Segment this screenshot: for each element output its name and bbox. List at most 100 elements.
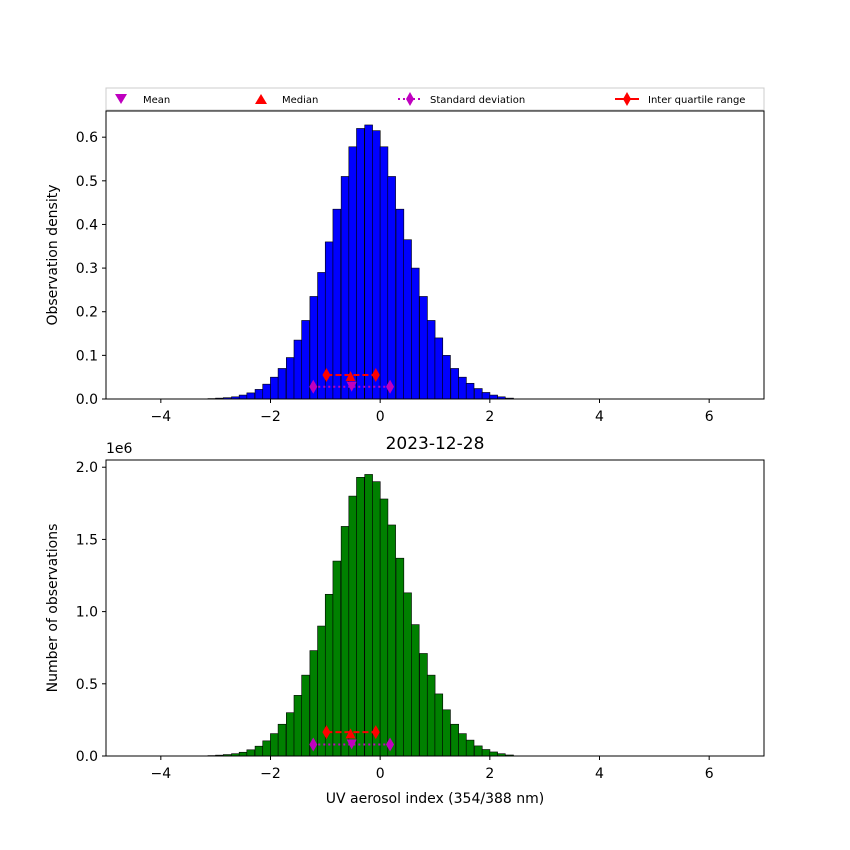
- density-bar: [348, 146, 357, 400]
- count-bar: [395, 557, 405, 757]
- density-bar: [293, 339, 303, 400]
- count-axes-frame: [105, 459, 765, 757]
- legend-mean-marker: [115, 94, 127, 104]
- count-bar: [474, 745, 483, 757]
- density-iqr-marker: [371, 368, 380, 382]
- count-iqr-marker: [322, 725, 331, 740]
- count-stat-markers: [309, 725, 395, 752]
- count-bar: [340, 526, 350, 757]
- legend-std-marker: [406, 92, 414, 106]
- density-bar: [262, 383, 271, 400]
- density-y-tick-label: 0.5: [76, 174, 98, 190]
- count-bar: [458, 733, 467, 757]
- density-bar: [301, 320, 310, 400]
- density-x-ticks: −4 −2 0 2 4 6: [151, 399, 714, 425]
- density-bar: [254, 389, 264, 400]
- count-bar: [254, 745, 264, 757]
- density-x-tick-label: 2: [485, 409, 494, 425]
- count-y-tick-label: 0.0: [76, 749, 98, 765]
- density-x-tick-label: 6: [705, 409, 714, 425]
- count-bar: [465, 739, 475, 757]
- count-bar: [270, 733, 279, 757]
- count-y-tick-label: 1.0: [76, 605, 98, 621]
- density-y-axis-label: Observation density: [45, 184, 61, 325]
- legend-iqr-marker: [623, 92, 631, 106]
- count-bar: [293, 695, 303, 757]
- legend-median-marker: [255, 94, 267, 104]
- density-bar: [372, 130, 381, 400]
- count-y-tick-label: 1.5: [76, 532, 98, 548]
- density-bar: [426, 320, 436, 400]
- density-bar: [474, 388, 483, 400]
- legend-frame: [105, 87, 765, 111]
- density-bar: [489, 394, 498, 400]
- count-bar: [481, 749, 491, 757]
- density-std-marker: [309, 379, 318, 394]
- density-bar: [364, 124, 373, 400]
- count-median-marker: [345, 728, 356, 739]
- count-bar: [372, 481, 381, 757]
- count-bar: [426, 674, 436, 757]
- density-bar: [395, 208, 405, 400]
- count-x-tick-label: −2: [260, 766, 281, 782]
- count-bar: [356, 477, 365, 757]
- density-bar: [270, 376, 279, 400]
- count-bar: [238, 751, 248, 757]
- density-bar: [450, 368, 459, 400]
- count-histogram-panel: 2023-12-28 1e6 −4 −2 0 2 4 6 0.00.51.01.52.0 …: [45, 434, 765, 807]
- count-bar: [379, 498, 389, 757]
- count-y-tick-label: 2.0: [76, 460, 98, 476]
- density-bar: [442, 355, 451, 400]
- density-bar: [379, 146, 389, 400]
- density-iqr-marker: [322, 368, 331, 382]
- density-bar: [403, 239, 412, 400]
- legend: Mean Median Standard deviation Inter qua…: [105, 87, 765, 111]
- density-bar: [458, 376, 467, 400]
- density-bar: [340, 176, 350, 400]
- count-bars: [207, 474, 514, 757]
- count-x-ticks: −4 −2 0 2 4 6: [151, 756, 714, 782]
- density-bar: [356, 128, 365, 400]
- density-stat-markers: [309, 368, 395, 394]
- count-x-tick-label: −4: [151, 766, 172, 782]
- density-x-tick-label: 4: [595, 409, 604, 425]
- count-bar: [332, 560, 342, 757]
- count-iqr-marker: [371, 725, 380, 740]
- density-bar: [411, 267, 420, 400]
- density-y-tick-label: 0.1: [76, 348, 98, 364]
- density-bar: [286, 357, 295, 400]
- density-x-tick-label: −2: [260, 409, 281, 425]
- density-x-tick-label: 0: [376, 409, 385, 425]
- count-bar: [246, 749, 255, 757]
- count-bar: [286, 712, 295, 757]
- count-x-tick-label: 0: [376, 766, 385, 782]
- density-histogram-panel: −4 −2 0 2 4 6 0.0 0.1 0.2 0.3 0.4 0.5 0.6 Observati…: [45, 110, 765, 425]
- count-bar: [364, 474, 373, 757]
- count-chart-title: 2023-12-28: [386, 434, 485, 454]
- count-x-tick-label: 4: [595, 766, 604, 782]
- legend-std-label: Standard deviation: [430, 95, 525, 106]
- density-mean-marker: [346, 381, 357, 392]
- count-mean-marker: [346, 739, 357, 750]
- density-std-marker: [386, 379, 395, 394]
- count-y-offset-label: 1e6: [106, 441, 133, 457]
- count-bar: [403, 592, 412, 757]
- density-y-tick-label: 0.2: [76, 305, 98, 321]
- count-y-ticks: 0.0 0.5 1.0 1.5 2.0: [76, 460, 106, 765]
- count-x-axis-label: UV aerosol index (354/388 nm): [326, 791, 544, 807]
- count-y-tick-label: 0.5: [76, 677, 98, 693]
- density-bar: [465, 382, 475, 400]
- count-std-marker: [386, 737, 395, 752]
- density-y-tick-label: 0.6: [76, 130, 98, 146]
- count-bar: [442, 709, 451, 757]
- density-bar: [246, 392, 255, 400]
- density-axes-frame: [105, 110, 765, 400]
- count-bar: [301, 674, 310, 757]
- count-x-tick-label: 6: [705, 766, 714, 782]
- density-bar: [481, 392, 491, 400]
- count-std-marker: [309, 737, 318, 752]
- density-y-tick-label: 0.0: [76, 392, 98, 408]
- legend-iqr-label: Inter quartile range: [648, 95, 745, 106]
- legend-mean-label: Mean: [143, 95, 170, 106]
- count-bar: [419, 653, 428, 757]
